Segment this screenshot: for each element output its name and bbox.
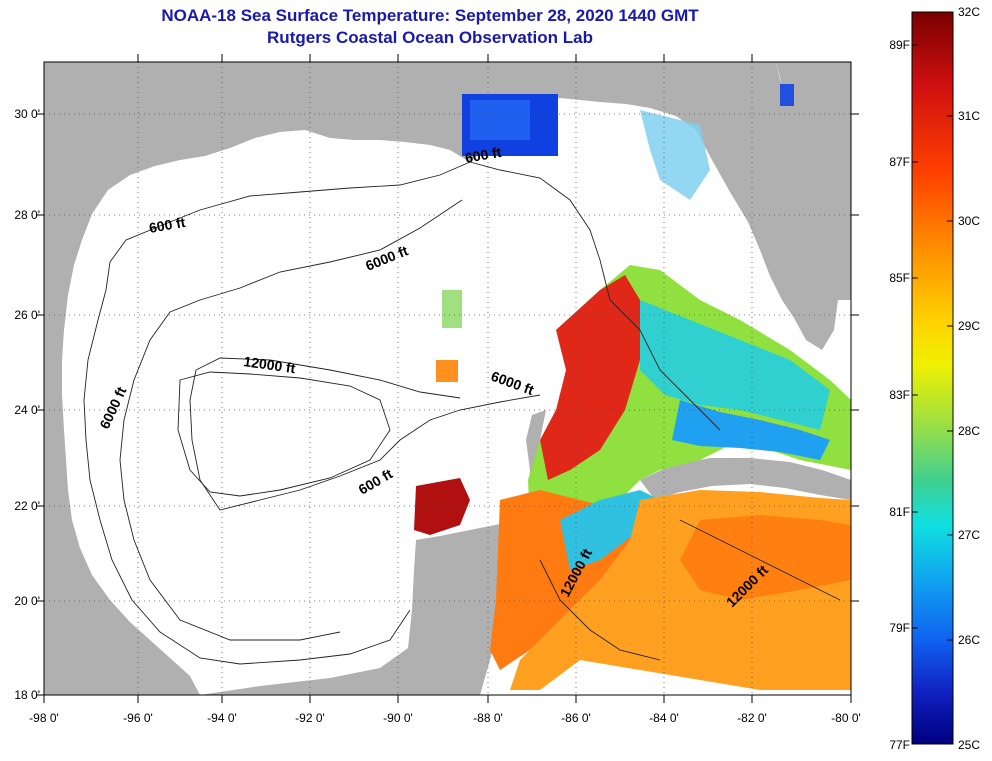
axis-ticks [36, 54, 859, 703]
lon-label-84: -84 0' [649, 711, 679, 725]
temperature-colorbar [911, 11, 954, 745]
lat-label-18: 18 0' [14, 688, 40, 702]
sst-data-overlay [414, 84, 851, 690]
land-florida-east [776, 62, 851, 300]
colorbar-c-32: 32C [958, 5, 981, 19]
lat-label-20: 20 0' [14, 594, 40, 608]
lon-label-92: -92 0' [295, 711, 325, 725]
lon-label-96: -96 0' [123, 711, 153, 725]
lat-label-24: 24 0' [14, 403, 40, 417]
colorbar-c-25: 25C [958, 738, 981, 752]
lat-label-30: 30 0' [14, 107, 40, 121]
map-title: NOAA-18 Sea Surface Temperature: Septemb… [161, 6, 699, 25]
colorbar-c-26: 26C [958, 633, 981, 647]
colorbar-c-28: 28C [958, 424, 981, 438]
graticule [44, 62, 851, 695]
contour-label-12000-central: 12000 ft [243, 353, 297, 376]
lon-label-90: -90 0' [383, 711, 413, 725]
lon-label-86: -86 0' [561, 711, 591, 725]
colorbar-f-83: 83F [889, 388, 910, 402]
land-us-gulf-coast [44, 62, 838, 695]
lon-label-98: -98 0' [29, 711, 59, 725]
lat-label-26: 26 0' [14, 308, 40, 322]
lon-label-80: -80 0' [831, 711, 861, 725]
lon-label-88: -88 0' [473, 711, 503, 725]
lon-label-82: -82 0' [737, 711, 767, 725]
colorbar-c-29: 29C [958, 319, 981, 333]
colorbar-f-87: 87F [889, 155, 910, 169]
map-subtitle: Rutgers Coastal Ocean Observation Lab [267, 28, 593, 47]
colorbar-f-85: 85F [889, 271, 910, 285]
land-yucatan [200, 410, 546, 695]
colorbar-f-77: 77F [889, 738, 910, 752]
colorbar-f-81: 81F [889, 505, 910, 519]
colorbar-f-89: 89F [889, 38, 910, 52]
colorbar-c-30: 30C [958, 214, 981, 228]
contour-label-600-north: 600 ft [464, 144, 503, 166]
bathymetry-contours [83, 161, 841, 665]
plot-border [43, 61, 852, 696]
lat-label-28: 28 0' [14, 208, 40, 222]
land-cuba [640, 458, 851, 500]
lat-label-22: 22 0' [14, 499, 40, 513]
colorbar-c-27: 27C [958, 528, 981, 542]
colorbar-f-79: 79F [889, 621, 910, 635]
lon-label-94: -94 0' [207, 711, 237, 725]
contour-label-600-west: 600 ft [148, 214, 187, 236]
colorbar-ticks [912, 44, 953, 641]
colorbar-c-31: 31C [958, 109, 981, 123]
